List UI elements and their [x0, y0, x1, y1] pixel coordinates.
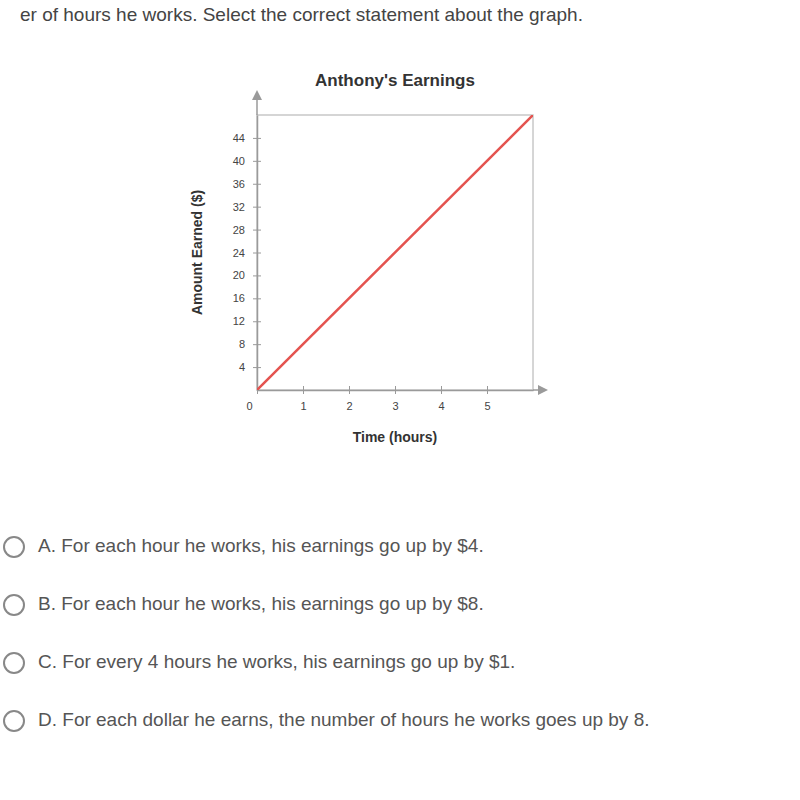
x-tick-label: 4: [438, 400, 444, 412]
x-axis: 0 1 2 3 4 5: [246, 386, 533, 412]
y-tick: 28: [233, 224, 261, 236]
x-tick-label: 5: [484, 400, 490, 412]
question-text: er of hours he works. Select the correct…: [20, 4, 583, 26]
x-tick-label: 2: [346, 400, 352, 412]
y-arrow-line: [256, 98, 258, 115]
answer-option[interactable]: B. For each hour he works, his earnings …: [38, 590, 763, 617]
x-tick: 2: [346, 386, 352, 412]
y-tick-label: 32: [233, 201, 245, 213]
y-tick-label: 40: [233, 155, 245, 167]
x-tick: 1: [300, 386, 306, 412]
y-axis-title: Amount Earned ($): [189, 190, 205, 315]
x-tick-mark: [395, 386, 396, 394]
y-tick-mark: [253, 184, 261, 185]
plot-area: [257, 115, 533, 390]
y-tick-label: 24: [233, 247, 245, 259]
y-tick: 4: [239, 361, 261, 373]
y-tick-label: 16: [233, 292, 245, 304]
y-tick-label: 12: [233, 315, 245, 327]
radio-button[interactable]: [3, 594, 25, 616]
y-tick-label: 8: [239, 338, 245, 350]
y-tick: 24: [233, 247, 261, 259]
y-tick-mark: [253, 230, 261, 231]
chart: 48121620242832364044012345Anthony's Earn…: [0, 0, 800, 800]
y-tick: 40: [233, 155, 261, 167]
radio-button[interactable]: [3, 710, 25, 732]
x-tick-label: 0: [246, 400, 252, 412]
x-arrow-head: [538, 385, 548, 395]
earnings-line: [257, 115, 533, 390]
y-tick-mark: [253, 275, 261, 276]
y-tick: 12: [233, 315, 261, 327]
y-tick-mark: [253, 298, 261, 299]
x-tick-mark: [303, 386, 304, 394]
y-tick-mark: [253, 138, 261, 139]
x-axis-title: Time (hours): [353, 429, 438, 445]
y-tick-mark: [253, 344, 261, 345]
y-tick-label: 4: [239, 361, 245, 373]
y-arrow-head: [252, 90, 262, 100]
y-tick-mark: [253, 161, 261, 162]
y-tick-mark: [253, 321, 261, 322]
y-tick-label: 28: [233, 224, 245, 236]
y-tick: 16: [233, 292, 261, 304]
radio-button[interactable]: [3, 536, 25, 558]
y-tick: 36: [233, 178, 261, 190]
y-tick: 44: [233, 132, 261, 144]
x-tick: 4: [438, 386, 444, 412]
y-tick-label: 36: [233, 178, 245, 190]
y-tick-label: 20: [233, 269, 245, 281]
answer-option[interactable]: C. For every 4 hours he works, his earni…: [38, 648, 763, 675]
answer-option[interactable]: D. For each dollar he earns, the number …: [38, 706, 763, 733]
y-tick: 20: [233, 269, 261, 281]
x-tick-mark: [441, 386, 442, 394]
plot-frame: [257, 115, 533, 390]
y-tick: 32: [233, 201, 261, 213]
x-tick-label: 1: [300, 400, 306, 412]
x-tick: 5: [484, 386, 490, 412]
x-tick: 3: [392, 386, 398, 412]
y-tick: 8: [239, 338, 261, 350]
x-tick-label: 3: [392, 400, 398, 412]
radio-button[interactable]: [3, 652, 25, 674]
y-axis: 4 8 12 16 20 24 28 32 36 40 44: [233, 116, 261, 391]
x-tick: 0: [246, 386, 257, 412]
answer-option[interactable]: A. For each hour he works, his earnings …: [38, 532, 763, 559]
chart-title: Anthony's Earnings: [315, 71, 475, 90]
axis-arrows: [252, 90, 548, 395]
x-tick-mark: [349, 386, 350, 394]
y-tick-mark: [253, 207, 261, 208]
y-tick-mark: [253, 253, 261, 254]
y-tick-label: 44: [233, 132, 245, 144]
x-tick-mark: [487, 386, 488, 394]
y-tick-mark: [253, 367, 261, 368]
